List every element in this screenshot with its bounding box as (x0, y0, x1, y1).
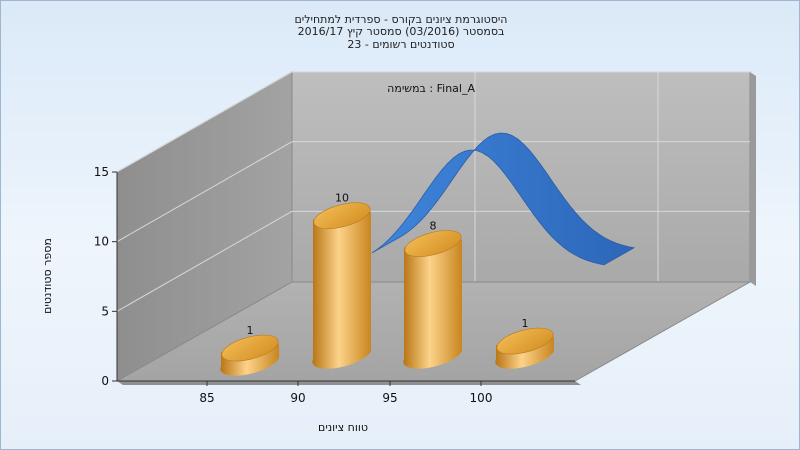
series-label: במשימה : Final_A (387, 82, 475, 95)
bar-body (403, 239, 462, 369)
bar-top (221, 334, 279, 362)
x-tick-label: 100 (470, 391, 493, 405)
chart-title-line-2: בסמסטר (03/2016) סמסטר קיץ 2016/17 (297, 25, 505, 38)
gridlines (116, 71, 750, 312)
bar-data-label: 1 (247, 324, 254, 337)
x-tick-label: 85 (199, 391, 214, 405)
bar-top (313, 202, 371, 229)
chart-title-line-3: סטודנטים רשומים - 23 (347, 38, 455, 51)
x-tick-label: 95 (382, 391, 397, 405)
distribution-curve-ribbon (371, 132, 636, 266)
gridline-left-5 (116, 210, 293, 312)
x-axis-title: טווח ציונים (318, 421, 368, 434)
bar-data-label: 1 (522, 317, 529, 330)
y-tick-label: 15 (94, 165, 109, 179)
bars-group: 1 10 8 1 (220, 192, 554, 376)
y-tick-label: 0 (101, 374, 109, 388)
bar-85: 1 (220, 324, 279, 376)
y-tick-label: 5 (101, 304, 109, 318)
distribution-curve (371, 132, 636, 266)
bar-data-label: 8 (430, 220, 437, 233)
gridline-left-10 (116, 141, 293, 243)
gridline-left-15 (116, 71, 293, 173)
y-ticks: 0 5 10 15 (94, 165, 117, 388)
bar-top (404, 230, 462, 257)
y-axis-title: מספר סטודנטים (41, 238, 54, 314)
x-ticks: 85 90 95 100 (199, 381, 492, 405)
chart-title-line-1: היסטוגרמת ציונים בקורס - ספרדית למתחילים (294, 13, 508, 26)
bar-100: 1 (495, 317, 554, 369)
bar-body (312, 211, 371, 369)
x-tick-label: 90 (290, 391, 305, 405)
bar-90: 10 (312, 192, 371, 369)
bar-95: 8 (403, 220, 462, 369)
plot-front-edge (117, 381, 581, 385)
bar-data-label: 10 (335, 192, 349, 205)
bar-top (496, 327, 554, 355)
y-tick-label: 10 (94, 235, 109, 249)
plot-right-edge (750, 72, 756, 286)
